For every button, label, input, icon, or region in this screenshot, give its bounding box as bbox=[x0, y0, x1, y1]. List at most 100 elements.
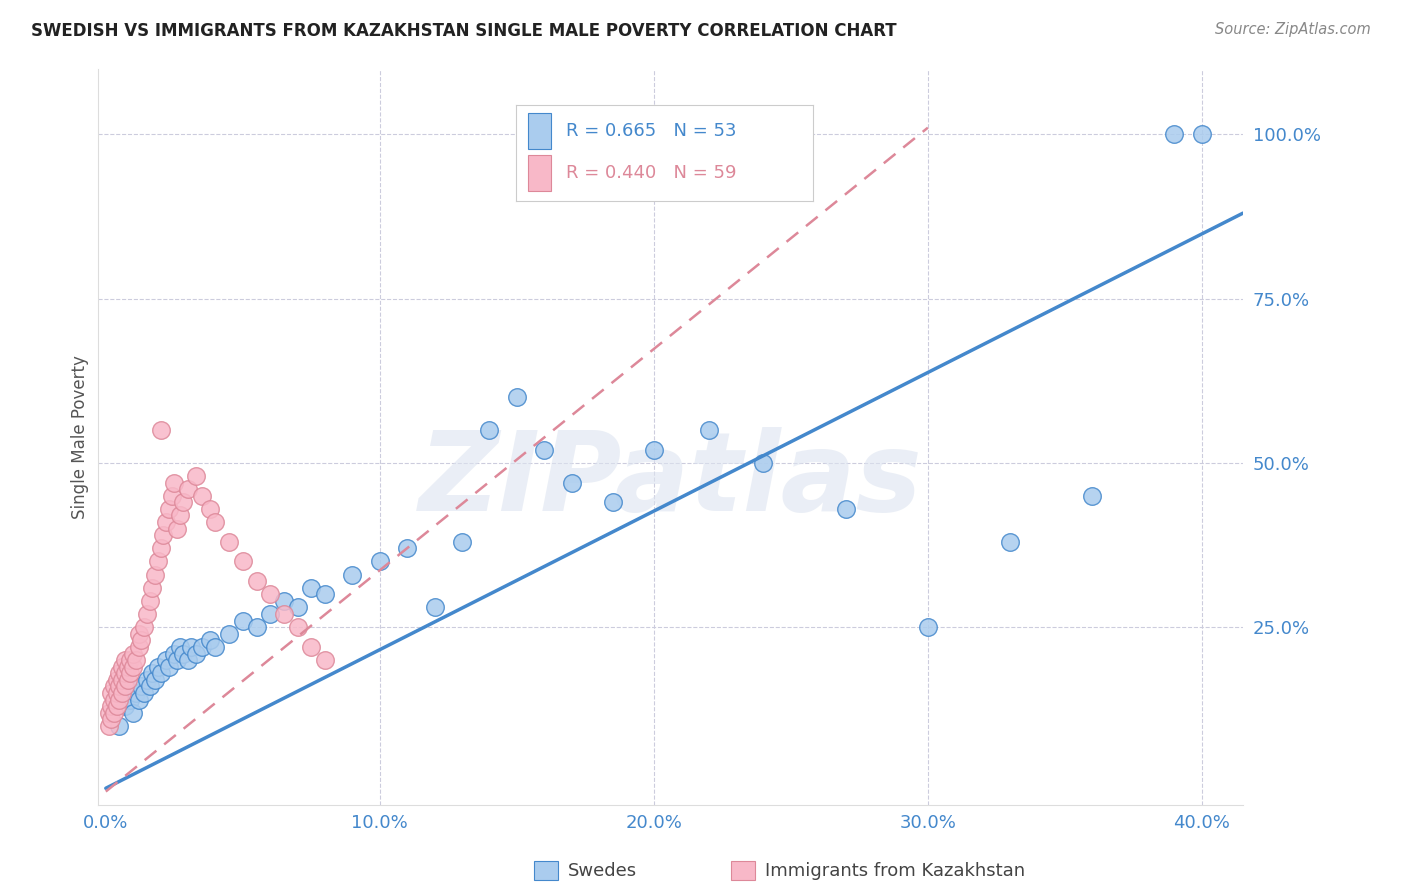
Point bbox=[314, 587, 336, 601]
Y-axis label: Single Male Poverty: Single Male Poverty bbox=[72, 355, 89, 518]
Point bbox=[190, 489, 212, 503]
Point bbox=[917, 620, 939, 634]
Point bbox=[120, 692, 142, 706]
Text: Immigrants from Kazakhstan: Immigrants from Kazakhstan bbox=[765, 862, 1025, 880]
Point bbox=[198, 502, 221, 516]
Text: Swedes: Swedes bbox=[568, 862, 637, 880]
Point bbox=[163, 647, 186, 661]
Point bbox=[273, 607, 295, 621]
Point bbox=[103, 679, 125, 693]
Point bbox=[105, 686, 128, 700]
Point bbox=[368, 554, 391, 568]
Point bbox=[163, 475, 186, 490]
Point bbox=[100, 699, 122, 714]
Point bbox=[172, 495, 194, 509]
Point bbox=[120, 653, 142, 667]
Point bbox=[134, 620, 156, 634]
Point bbox=[198, 633, 221, 648]
Point bbox=[131, 633, 153, 648]
Point bbox=[117, 673, 139, 687]
Point bbox=[155, 653, 177, 667]
Point bbox=[232, 614, 254, 628]
Point bbox=[108, 679, 131, 693]
Point bbox=[105, 699, 128, 714]
Point bbox=[180, 640, 202, 654]
Point bbox=[100, 686, 122, 700]
Point bbox=[111, 659, 134, 673]
Point bbox=[114, 666, 136, 681]
Point bbox=[143, 567, 166, 582]
Point bbox=[506, 390, 529, 404]
Point bbox=[103, 706, 125, 720]
Point bbox=[108, 692, 131, 706]
Point bbox=[138, 594, 160, 608]
Point bbox=[218, 627, 240, 641]
Point bbox=[117, 659, 139, 673]
Point bbox=[122, 659, 145, 673]
Point bbox=[128, 627, 150, 641]
Point bbox=[138, 679, 160, 693]
Point bbox=[157, 659, 180, 673]
Point bbox=[160, 489, 183, 503]
Point bbox=[125, 686, 148, 700]
Point bbox=[259, 587, 281, 601]
Point bbox=[1081, 489, 1104, 503]
Point bbox=[134, 686, 156, 700]
Point bbox=[166, 653, 188, 667]
Point bbox=[697, 423, 720, 437]
Point bbox=[533, 442, 555, 457]
Point bbox=[146, 554, 169, 568]
Point bbox=[177, 653, 200, 667]
Point bbox=[125, 653, 148, 667]
Point bbox=[478, 423, 501, 437]
Point bbox=[834, 502, 856, 516]
Point bbox=[120, 666, 142, 681]
Point bbox=[643, 442, 665, 457]
Point bbox=[273, 594, 295, 608]
Point bbox=[108, 719, 131, 733]
Point bbox=[141, 581, 163, 595]
Point bbox=[111, 673, 134, 687]
Point bbox=[342, 567, 364, 582]
Point bbox=[314, 653, 336, 667]
Point bbox=[423, 600, 446, 615]
Point bbox=[149, 541, 172, 556]
Point bbox=[190, 640, 212, 654]
Point bbox=[396, 541, 419, 556]
Point bbox=[186, 647, 208, 661]
Point bbox=[146, 659, 169, 673]
Point bbox=[128, 692, 150, 706]
Point bbox=[135, 607, 157, 621]
Point bbox=[299, 640, 322, 654]
Point bbox=[166, 522, 188, 536]
Point bbox=[169, 640, 191, 654]
Point bbox=[100, 712, 122, 726]
Point bbox=[111, 686, 134, 700]
Point bbox=[218, 534, 240, 549]
Point bbox=[287, 600, 309, 615]
Point bbox=[287, 620, 309, 634]
Point bbox=[114, 699, 136, 714]
Point bbox=[245, 620, 267, 634]
Point bbox=[259, 607, 281, 621]
Point bbox=[128, 640, 150, 654]
Point bbox=[204, 515, 226, 529]
Point bbox=[114, 679, 136, 693]
Point bbox=[169, 508, 191, 523]
Point bbox=[122, 647, 145, 661]
Point bbox=[998, 534, 1021, 549]
Point bbox=[752, 456, 775, 470]
Point bbox=[143, 673, 166, 687]
Point bbox=[108, 666, 131, 681]
Point bbox=[186, 469, 208, 483]
Point bbox=[97, 706, 120, 720]
Text: ZIPatlas: ZIPatlas bbox=[419, 427, 922, 534]
Point bbox=[602, 495, 624, 509]
Point bbox=[141, 666, 163, 681]
Point bbox=[152, 528, 174, 542]
Point bbox=[177, 482, 200, 496]
Point bbox=[172, 647, 194, 661]
Point bbox=[232, 554, 254, 568]
Point bbox=[149, 423, 172, 437]
Point bbox=[135, 673, 157, 687]
